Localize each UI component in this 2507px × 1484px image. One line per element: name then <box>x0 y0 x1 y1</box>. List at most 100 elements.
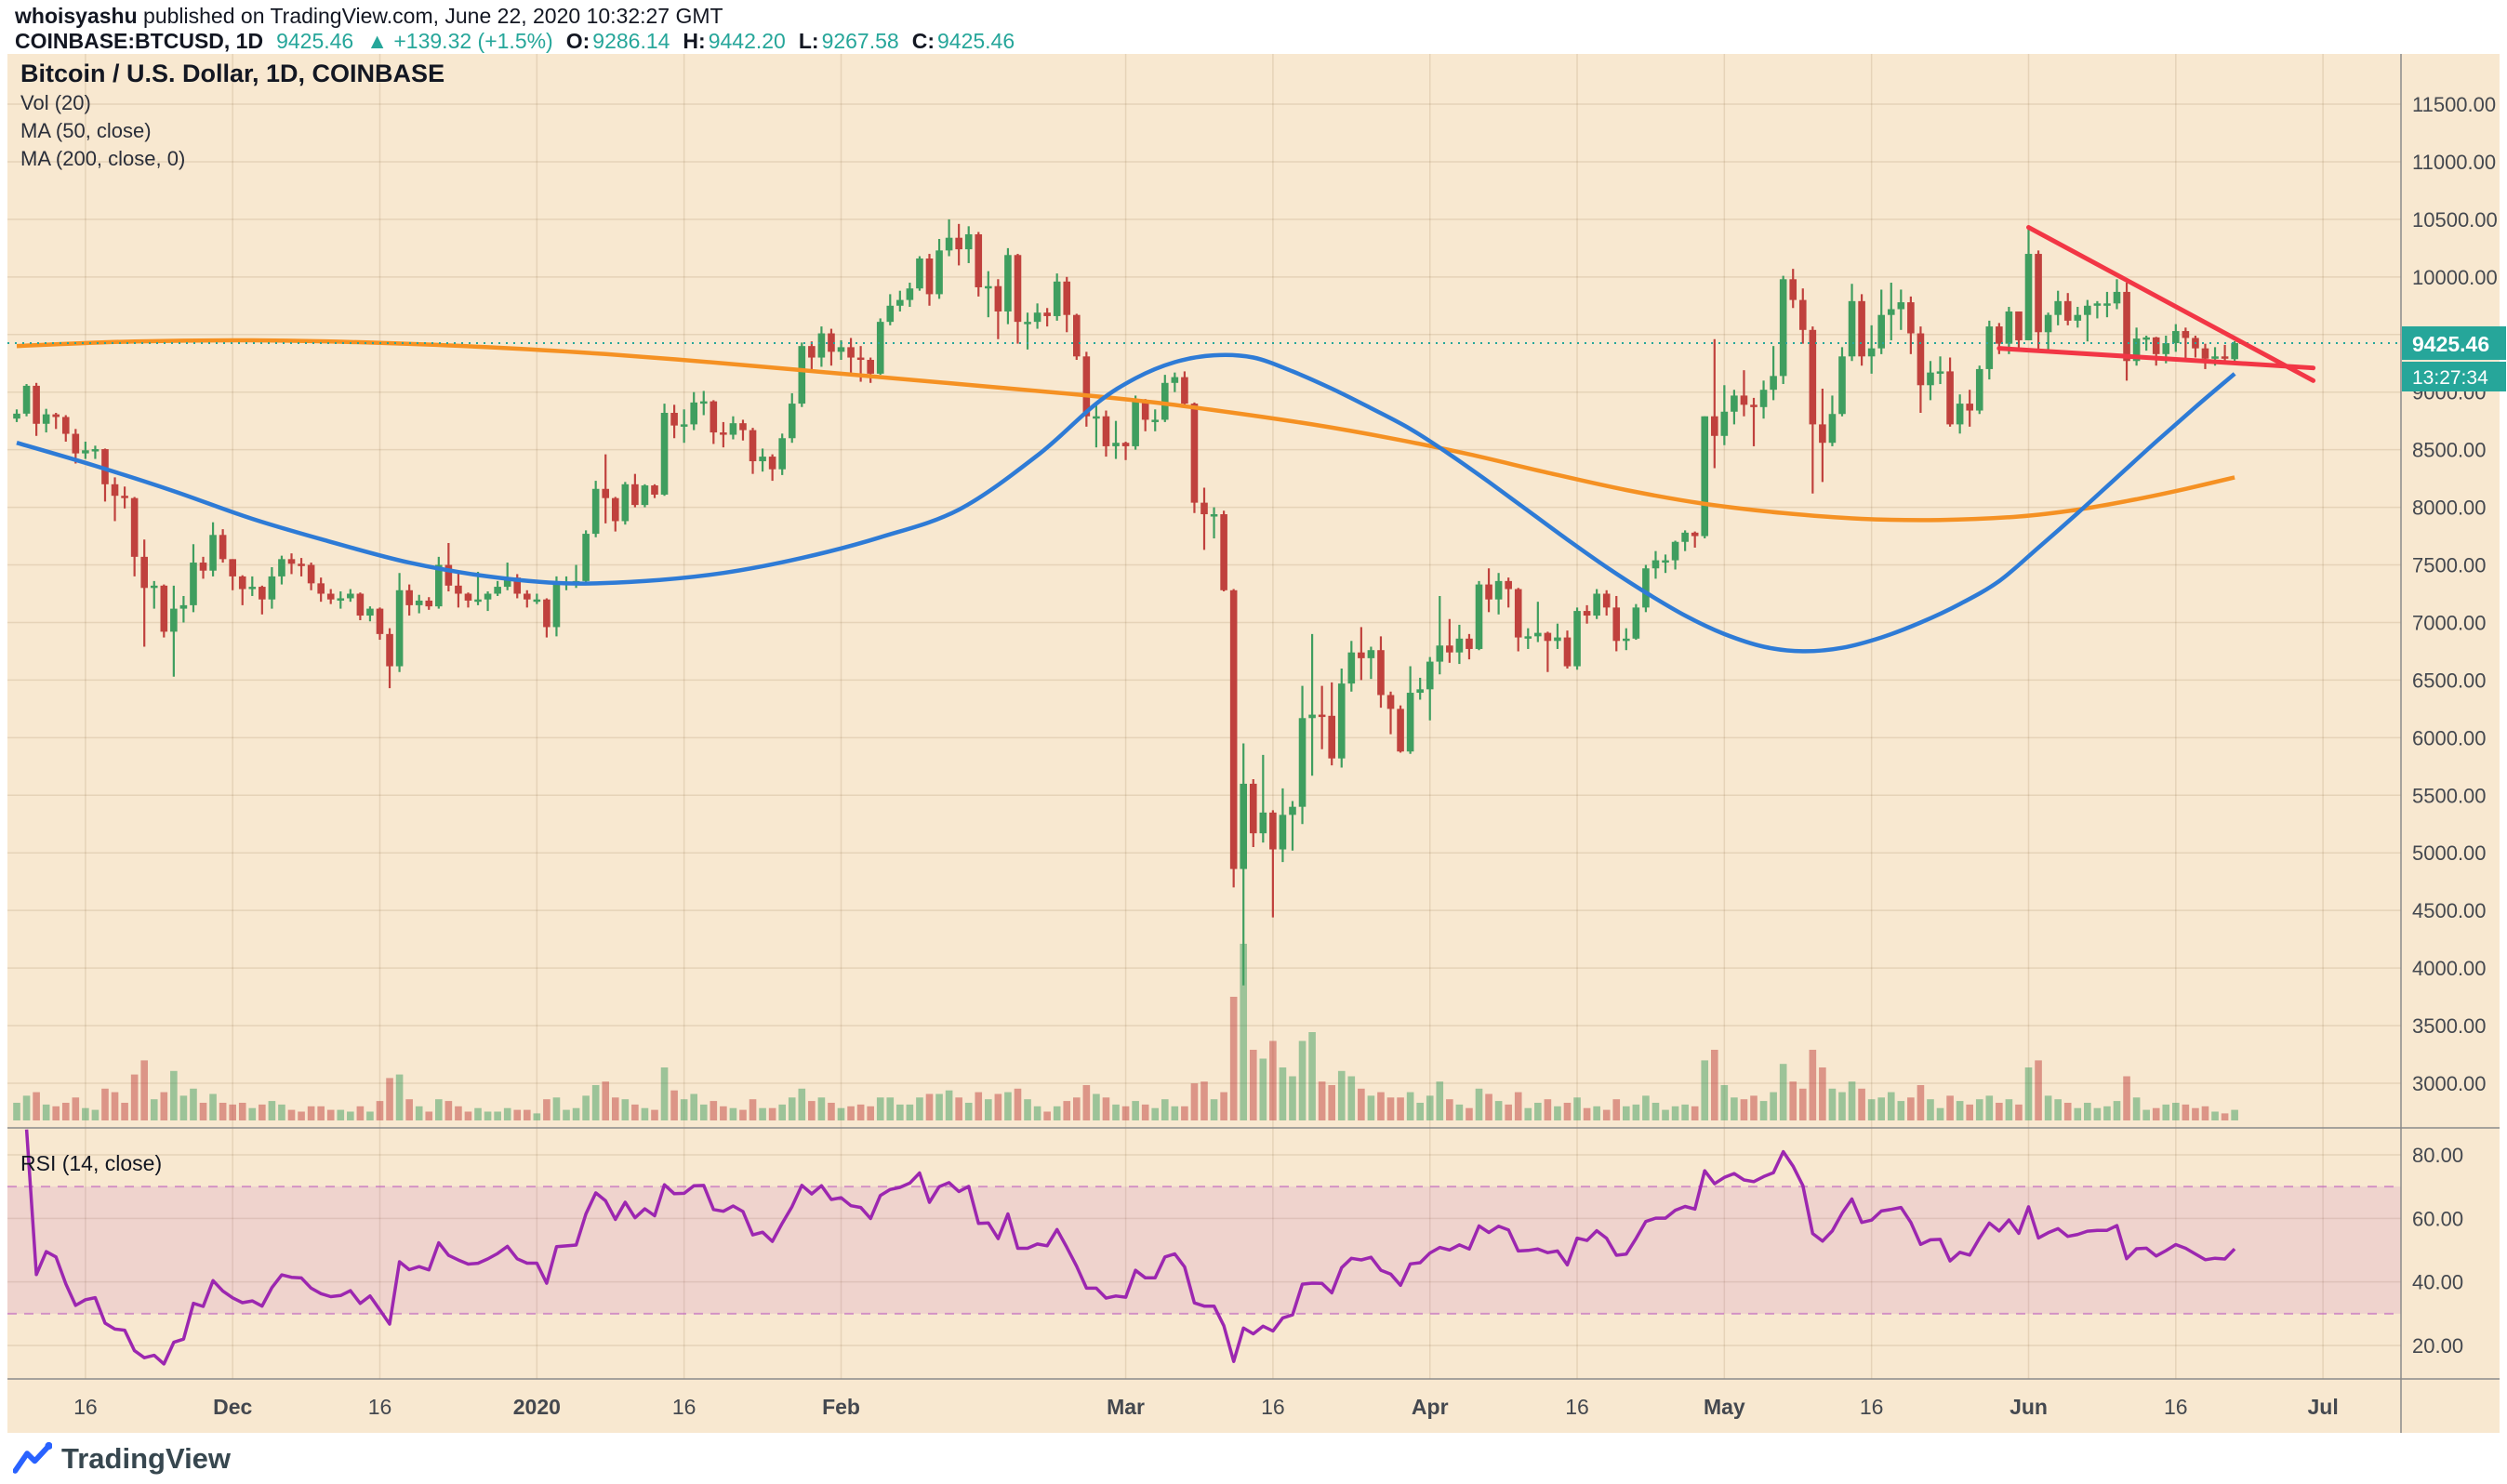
candle-body <box>985 285 992 289</box>
rsi-axis-label: 40.00 <box>2412 1271 2463 1294</box>
volume-bar <box>503 1107 511 1120</box>
candle-body <box>1828 414 1837 444</box>
candle-body <box>955 237 962 250</box>
volume-bar <box>1475 1088 1483 1120</box>
volume-bar <box>631 1104 639 1120</box>
candle-body <box>2142 337 2150 340</box>
volume-bar <box>13 1103 20 1120</box>
volume-bar <box>955 1097 962 1120</box>
volume-bar <box>1858 1088 1865 1120</box>
volume-bar <box>2123 1076 2130 1120</box>
candle-body <box>582 534 590 581</box>
volume-bar <box>1917 1085 1925 1120</box>
candle-body <box>1269 812 1277 850</box>
candle-body <box>22 385 31 414</box>
volume-bar <box>405 1099 413 1120</box>
volume-bar <box>1612 1099 1621 1120</box>
volume-bar <box>1426 1095 1434 1120</box>
tradingview-logo-icon[interactable] <box>13 1441 52 1477</box>
volume-bar <box>1406 1092 1414 1120</box>
volume-bar <box>1927 1099 1934 1120</box>
volume-bar <box>298 1111 305 1120</box>
volume-bar <box>91 1109 99 1120</box>
candle-body <box>1328 715 1335 759</box>
symbol-title[interactable]: COINBASE:BTCUSD, 1D <box>15 29 264 53</box>
candle-body <box>1466 638 1473 649</box>
volume-bar <box>52 1106 60 1120</box>
candle-body <box>660 413 669 495</box>
candle-body <box>405 590 413 605</box>
candle-body <box>1367 650 1375 658</box>
brand-name[interactable]: TradingView <box>61 1441 232 1475</box>
price-change: +139.32 (+1.5%) <box>393 29 553 53</box>
volume-bar <box>729 1107 737 1120</box>
volume-bar <box>847 1106 855 1120</box>
candle-body <box>2132 338 2141 362</box>
volume-bar <box>1161 1099 1169 1120</box>
volume-bar <box>1004 1092 1012 1120</box>
candle-body <box>749 430 757 462</box>
volume-bar <box>2005 1099 2013 1120</box>
legend-volume[interactable]: Vol (20) <box>20 91 91 114</box>
ma200-line[interactable] <box>16 338 2235 523</box>
volume-bar <box>2231 1109 2238 1120</box>
symbol-status-line: COINBASE:BTCUSD, 1D 9425.46 ▲ +139.32 (+… <box>15 29 1015 54</box>
volume-bar <box>1887 1092 1895 1120</box>
candle-body <box>1073 314 1081 357</box>
volume-bar <box>150 1099 158 1120</box>
volume-bar <box>1583 1107 1591 1120</box>
volume-bar <box>347 1111 354 1120</box>
time-axis-label: 16 <box>2164 1395 2188 1419</box>
volume-bar <box>720 1106 727 1120</box>
candle-body <box>464 593 472 601</box>
volume-bar <box>268 1101 276 1120</box>
volume-bar <box>2063 1103 2072 1120</box>
candle-body <box>631 484 639 506</box>
volume-bar <box>1956 1101 1964 1120</box>
volume-bar <box>2103 1106 2111 1120</box>
time-axis-labels: 16 Dec 16 2020 16 Feb Mar 16 Apr 16 May 16 Jun 16 Jul <box>73 1395 2339 1419</box>
volume-bar <box>945 1090 953 1120</box>
volume-bar <box>1024 1099 1031 1120</box>
volume-bar <box>2142 1109 2150 1120</box>
triangle-lower-trendline[interactable] <box>1996 346 2316 371</box>
candle-body <box>140 556 148 589</box>
candle-body <box>2211 356 2219 359</box>
volume-bar <box>179 1095 188 1120</box>
volume-bar <box>1554 1106 1561 1120</box>
volume-bar <box>1466 1107 1473 1120</box>
volume-bar <box>1240 944 1248 1120</box>
candle-body <box>1975 368 1983 411</box>
candle-body <box>494 587 501 594</box>
candle-body <box>1651 560 1660 569</box>
candle-body <box>1171 377 1179 383</box>
volume-bar <box>386 1078 393 1120</box>
chart-title[interactable]: Bitcoin / U.S. Dollar, 1D, COINBASE <box>20 60 445 87</box>
volume-bar <box>641 1107 649 1120</box>
legend-ma200[interactable]: MA (200, close, 0) <box>20 147 186 170</box>
volume-bar <box>1731 1097 1738 1120</box>
volume-bar <box>1446 1099 1453 1120</box>
legend-ma50[interactable]: MA (50, close) <box>20 119 152 142</box>
candle-body <box>317 583 325 594</box>
chart-background <box>7 54 2500 1433</box>
candle-body <box>867 360 874 374</box>
candle-body <box>513 577 522 594</box>
volume-bar <box>1809 1050 1817 1120</box>
candle-body <box>916 258 923 289</box>
rsi-axis-labels: 80.00 60.00 40.00 20.00 <box>2412 1144 2463 1358</box>
ohlc-open: O: 9286.14 <box>566 29 670 54</box>
volume-bar <box>2192 1107 2199 1120</box>
rsi-legend[interactable]: RSI (14, close) <box>20 1151 163 1175</box>
volume-bar <box>1298 1040 1307 1120</box>
ohlc-low: L: 9267.58 <box>799 29 899 54</box>
rsi-line[interactable] <box>24 1129 2236 1366</box>
volume-bar <box>229 1104 236 1120</box>
volume-bar <box>1936 1107 1944 1120</box>
candle-body <box>1494 580 1503 600</box>
triangle-upper-trendline[interactable] <box>2026 225 2316 383</box>
ma50-line[interactable] <box>16 352 2236 654</box>
candle-body <box>2093 303 2102 306</box>
candle-body <box>130 497 139 557</box>
